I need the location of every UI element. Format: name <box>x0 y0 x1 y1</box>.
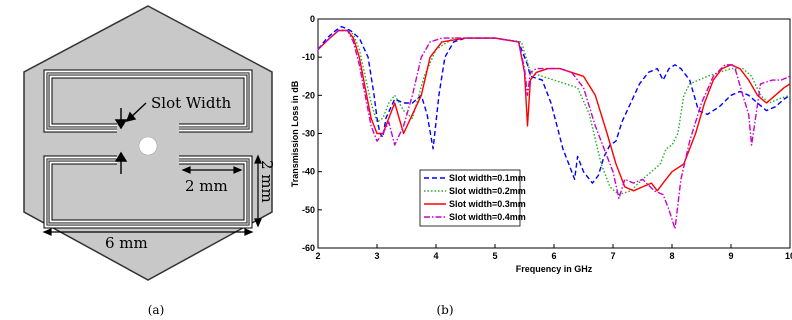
y-tick-label: 0 <box>310 14 315 24</box>
x-axis-label: Frequency in GHz <box>516 264 593 274</box>
x-axis-ticks: 2 3 4 5 6 7 8 9 10 <box>315 244 792 261</box>
x-tick-label: 4 <box>433 251 438 261</box>
height-dimension-label: 2 mm <box>258 160 276 203</box>
legend-entry-3: Slot width=0.3mm <box>449 199 526 209</box>
gap-dimension <box>181 166 243 174</box>
top-slot-resonator <box>43 69 253 133</box>
panel-b-transmission-loss-chart: 2 3 4 5 6 7 8 9 10 0 -10 -20 -30 -40 -50 -60 Frequency… <box>290 14 792 317</box>
slot-width-arrows <box>114 102 147 174</box>
width-dimension-label: 6 mm <box>105 234 148 252</box>
series-line-1 <box>317 25 791 184</box>
gap-dimension-label: 2 mm <box>185 177 228 195</box>
bottom-slot-resonator <box>43 155 253 229</box>
y-tick-label: -40 <box>302 167 315 177</box>
legend-entry-4: Slot width=0.4mm <box>449 212 526 222</box>
series-line-2 <box>317 29 791 196</box>
y-axis-label: Transmission Loss in dB <box>290 80 300 187</box>
slot-width-label: Slot Width <box>151 94 231 112</box>
y-axis-ticks: 0 -10 -20 -30 -40 -50 -60 <box>302 14 322 253</box>
x-tick-label: 7 <box>610 251 615 261</box>
x-tick-label: 10 <box>785 251 792 261</box>
series-line-4 <box>317 29 791 230</box>
x-tick-label: 5 <box>492 251 497 261</box>
panel-a-resonator-diagram: Slot Width 2 mm 2 mm 6 mm (a) <box>23 5 276 317</box>
panel-a-caption: (a) <box>148 303 165 317</box>
y-tick-label: -20 <box>302 90 315 100</box>
x-tick-label: 8 <box>669 251 674 261</box>
y-tick-label: -30 <box>302 129 315 139</box>
y-tick-label: -50 <box>302 205 315 215</box>
width-dimension <box>42 228 254 236</box>
plot-frame <box>317 18 791 249</box>
x-tick-label: 2 <box>315 251 320 261</box>
chart-legend: Slot width=0.1mm Slot width=0.2mm Slot wid… <box>419 169 526 227</box>
x-tick-label: 3 <box>374 251 379 261</box>
series-line-3 <box>317 29 791 192</box>
x-tick-label: 9 <box>728 251 733 261</box>
legend-entry-1: Slot width=0.1mm <box>449 173 526 183</box>
y-tick-label: -10 <box>302 52 315 62</box>
legend-entry-2: Slot width=0.2mm <box>449 186 526 196</box>
series-layer <box>317 25 791 230</box>
center-via-hole <box>138 136 158 156</box>
panel-b-caption: (b) <box>436 303 453 317</box>
y-tick-label: -60 <box>302 243 315 253</box>
x-tick-label: 6 <box>551 251 556 261</box>
height-dimension <box>254 154 262 228</box>
